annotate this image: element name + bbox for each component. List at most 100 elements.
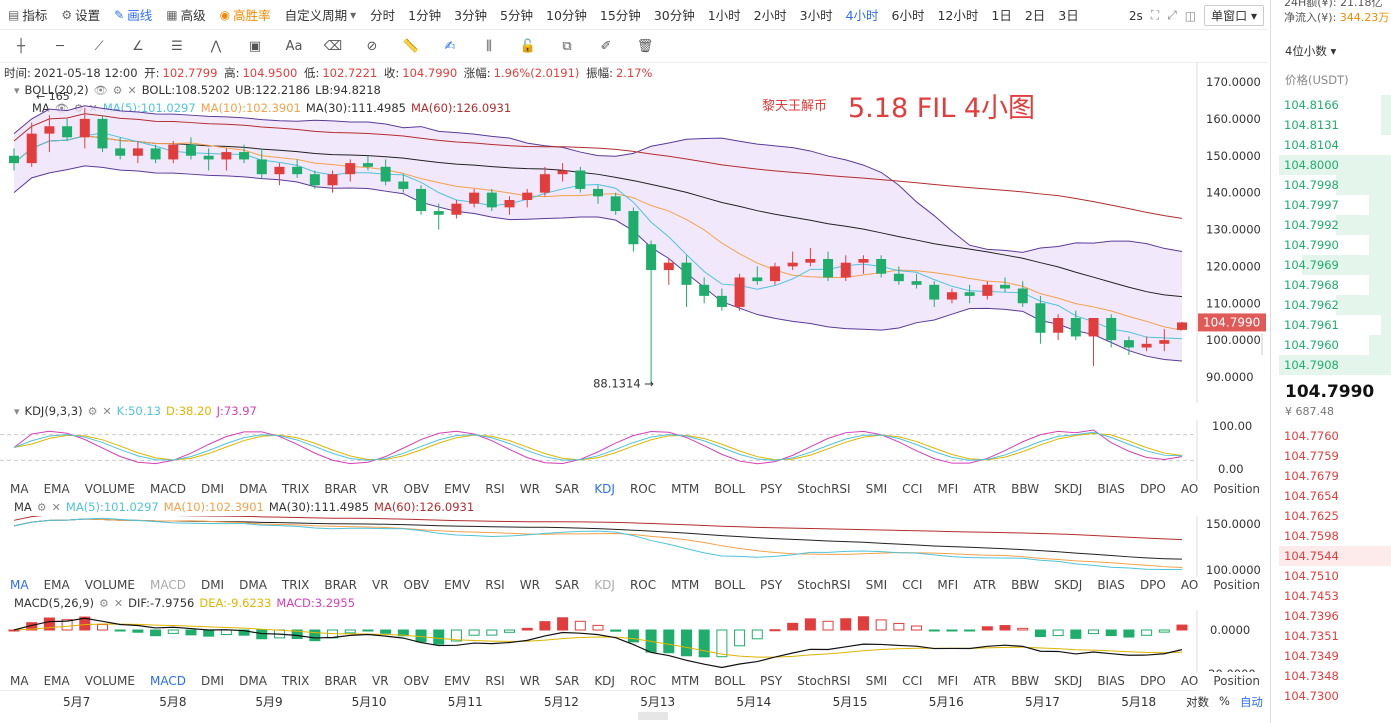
- bid-row[interactable]: 104.7759: [1279, 446, 1391, 466]
- ask-row[interactable]: 104.7962: [1279, 295, 1391, 315]
- indicator-tab-stochrsi[interactable]: StochRSI: [797, 482, 851, 496]
- bid-row[interactable]: 104.7349: [1279, 646, 1391, 666]
- indicator-tab-position[interactable]: Position: [1213, 578, 1261, 592]
- indicator-tab-psy[interactable]: PSY: [760, 482, 783, 496]
- lock-tool-icon[interactable]: 🔓: [519, 39, 537, 54]
- indicator-tab-ma[interactable]: MA: [10, 674, 29, 688]
- expand-icon[interactable]: ⤢: [1167, 8, 1177, 22]
- indicator-tab-dpo[interactable]: DPO: [1139, 674, 1166, 688]
- settings-button[interactable]: ⚙ 设置: [61, 7, 101, 24]
- indicator-tab-trix[interactable]: TRIX: [281, 578, 310, 592]
- indicator-tab-position[interactable]: Position: [1213, 674, 1261, 688]
- indicator-tab-mtm[interactable]: MTM: [671, 674, 700, 688]
- indicator-tab-bbw[interactable]: BBW: [1011, 482, 1040, 496]
- indicator-tab-bias[interactable]: BIAS: [1097, 674, 1125, 688]
- period-12[interactable]: 12小时: [937, 8, 979, 23]
- date-axis[interactable]: 5月7 5月8 5月9 5月10 5月11 5月12 5月13 5月14 5月15 5月16 5月1…: [0, 690, 1198, 720]
- bid-row[interactable]: 104.7300: [1279, 686, 1391, 706]
- indicator-tab-emv[interactable]: EMV: [444, 578, 471, 592]
- pattern-tool-icon[interactable]: ⫼: [486, 39, 492, 54]
- indicator-tab-atr[interactable]: ATR: [973, 674, 997, 688]
- refresh-interval[interactable]: 2s: [1128, 8, 1143, 23]
- indicator-tab-bias[interactable]: BIAS: [1097, 482, 1125, 496]
- indicator-tab-dma[interactable]: DMA: [239, 482, 267, 496]
- indicator-button[interactable]: ▤ 指标: [8, 7, 48, 24]
- winrate-button[interactable]: ◉ 高胜率: [219, 7, 271, 24]
- trash-tool-icon[interactable]: 🗑: [636, 39, 654, 54]
- gear-icon[interactable]: ⚙: [112, 83, 123, 97]
- indicator-tab-brar[interactable]: BRAR: [324, 578, 357, 592]
- indicator-tab-ma[interactable]: MA: [10, 482, 29, 496]
- indicator-tab-emv[interactable]: EMV: [444, 482, 471, 496]
- indicator-tab-macd[interactable]: MACD: [149, 674, 186, 688]
- indicator-tab-wr[interactable]: WR: [519, 578, 540, 592]
- window-mode-select[interactable]: 单窗口 ▾: [1204, 5, 1264, 26]
- period-9[interactable]: 3小时: [799, 8, 833, 23]
- indicator-tab-bias[interactable]: BIAS: [1097, 578, 1125, 592]
- indicator-tab-ema[interactable]: EMA: [43, 674, 70, 688]
- decimals-select[interactable]: 4位小数 ▾: [1285, 44, 1337, 58]
- ask-row[interactable]: 104.7969: [1279, 255, 1391, 275]
- indicator-tab-wr[interactable]: WR: [519, 674, 540, 688]
- fullscreen-icon[interactable]: ⛶: [1150, 8, 1160, 22]
- eye-icon[interactable]: 👁: [93, 83, 108, 97]
- indicator-tab-obv[interactable]: OBV: [403, 482, 430, 496]
- indicator-tab-dpo[interactable]: DPO: [1139, 578, 1166, 592]
- indicator-tab-kdj[interactable]: KDJ: [594, 674, 615, 688]
- indicator-tab-brar[interactable]: BRAR: [324, 674, 357, 688]
- indicator-tab-bbw[interactable]: BBW: [1011, 578, 1040, 592]
- custom-period-dropdown[interactable]: 自定义周期 ▾: [284, 7, 357, 24]
- crosshair-tool-icon[interactable]: ┼: [17, 39, 25, 54]
- camera-icon[interactable]: ◫: [1184, 8, 1197, 23]
- collapse-icon[interactable]: ▾: [14, 83, 20, 97]
- indicator-tab-bbw[interactable]: BBW: [1011, 674, 1040, 688]
- indicator-tab-roc[interactable]: ROC: [629, 482, 657, 496]
- period-4[interactable]: 10分钟: [546, 8, 587, 23]
- indicator-tab-roc[interactable]: ROC: [629, 578, 657, 592]
- indicator-tab-ao[interactable]: AO: [1180, 482, 1199, 496]
- period-10[interactable]: 4小时: [845, 8, 879, 23]
- indicator-tab-wr[interactable]: WR: [519, 482, 540, 496]
- indicator-tab-ma[interactable]: MA: [10, 578, 29, 592]
- indicator-tab-ema[interactable]: EMA: [43, 482, 70, 496]
- ask-row[interactable]: 104.8000: [1279, 155, 1391, 175]
- indicator-tab-ema[interactable]: EMA: [43, 578, 70, 592]
- indicator-tab-smi[interactable]: SMI: [865, 482, 888, 496]
- indicator-tab-cci[interactable]: CCI: [902, 482, 923, 496]
- bid-row[interactable]: 104.7453: [1279, 586, 1391, 606]
- close-icon[interactable]: ✕: [102, 404, 112, 418]
- parallel-lines-tool-icon[interactable]: ☰: [171, 39, 183, 54]
- period-15[interactable]: 3日: [1058, 8, 1079, 23]
- bid-row[interactable]: 104.7351: [1279, 626, 1391, 646]
- indicator-tab-position[interactable]: Position: [1213, 482, 1261, 496]
- ask-row[interactable]: 104.7961: [1279, 315, 1391, 335]
- horizontal-line-tool-icon[interactable]: ─: [56, 39, 64, 54]
- bid-row[interactable]: 104.7544: [1279, 546, 1391, 566]
- indicator-tab-emv[interactable]: EMV: [444, 674, 471, 688]
- percent-scale-toggle[interactable]: %: [1219, 694, 1230, 708]
- indicator-tab-psy[interactable]: PSY: [760, 674, 783, 688]
- advanced-button[interactable]: ▦ 高级: [166, 7, 206, 24]
- magnet-tool-icon[interactable]: ⊘: [366, 39, 378, 54]
- bid-row[interactable]: 104.7510: [1279, 566, 1391, 586]
- indicator-tab-trix[interactable]: TRIX: [281, 674, 310, 688]
- indicator-tab-cci[interactable]: CCI: [902, 674, 923, 688]
- ask-row[interactable]: 104.8131: [1279, 115, 1391, 135]
- bid-row[interactable]: 104.7348: [1279, 666, 1391, 686]
- gear-icon[interactable]: ⚙: [87, 404, 98, 418]
- indicator-tab-obv[interactable]: OBV: [403, 578, 430, 592]
- indicator-tab-volume[interactable]: VOLUME: [84, 578, 135, 592]
- copy-tool-icon[interactable]: ⧉: [562, 39, 572, 54]
- ask-row[interactable]: 104.7968: [1279, 275, 1391, 295]
- indicator-tab-brar[interactable]: BRAR: [324, 482, 357, 496]
- period-14[interactable]: 2日: [1024, 8, 1046, 23]
- ask-row[interactable]: 104.7908: [1279, 355, 1391, 375]
- indicator-tab-rsi[interactable]: RSI: [485, 674, 505, 688]
- indicator-tab-vr[interactable]: VR: [371, 578, 389, 592]
- indicator-tab-dma[interactable]: DMA: [239, 578, 267, 592]
- period-8[interactable]: 2小时: [753, 8, 787, 23]
- trend-line-tool-icon[interactable]: ⟋: [94, 39, 104, 54]
- indicator-tab-volume[interactable]: VOLUME: [84, 674, 135, 688]
- ruler-tool-icon[interactable]: 📏: [402, 39, 420, 54]
- indicator-tab-boll[interactable]: BOLL: [714, 482, 746, 496]
